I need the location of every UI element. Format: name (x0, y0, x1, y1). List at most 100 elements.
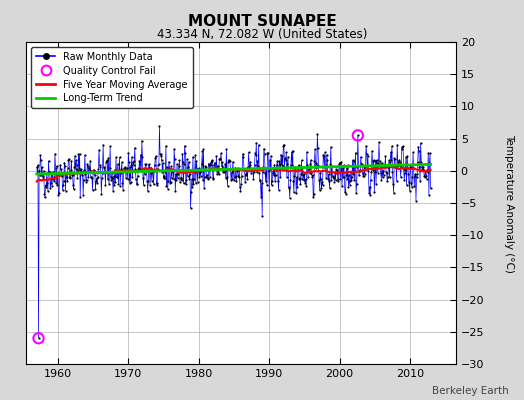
Point (379, 167, 387, 174)
Point (74, 151, 83, 158)
Point (183, 156, 191, 162)
Text: Berkeley Earth: Berkeley Earth (432, 386, 508, 396)
Point (253, 169, 261, 175)
Point (204, 176, 212, 182)
Point (38, 173, 47, 180)
Point (282, 149, 290, 156)
Point (373, 157, 381, 163)
Point (88, 175, 96, 181)
Point (102, 158, 111, 164)
Point (170, 146, 178, 152)
Point (194, 165, 202, 172)
Point (313, 162, 321, 168)
Point (155, 161, 163, 167)
Point (363, 150, 371, 157)
Point (411, 173, 419, 179)
Point (139, 174, 147, 181)
Point (380, 161, 389, 168)
Point (74, 166, 82, 173)
Point (115, 154, 124, 160)
Point (142, 161, 150, 168)
Point (155, 123, 163, 130)
Point (84, 163, 92, 170)
Point (58, 173, 66, 179)
Point (369, 157, 378, 164)
Point (126, 178, 135, 185)
Point (35, 335, 43, 342)
Point (329, 174, 337, 180)
Point (329, 173, 337, 179)
Point (314, 145, 322, 152)
Point (157, 153, 166, 160)
Point (260, 145, 268, 152)
Point (206, 159, 215, 166)
Point (160, 172, 168, 179)
Point (389, 190, 398, 196)
Point (316, 170, 324, 176)
Point (47, 180, 55, 186)
Point (59, 182, 68, 188)
Point (333, 167, 341, 174)
Point (208, 157, 216, 164)
Point (325, 178, 333, 184)
Point (282, 174, 291, 180)
Point (213, 171, 221, 177)
Point (165, 165, 173, 172)
Point (379, 172, 388, 178)
Point (383, 170, 391, 176)
Point (95, 162, 104, 168)
Point (129, 162, 138, 168)
Point (209, 175, 217, 181)
Point (243, 165, 251, 171)
Point (275, 158, 283, 164)
Point (194, 165, 203, 172)
Point (106, 174, 115, 180)
Point (129, 159, 137, 166)
Point (346, 169, 355, 175)
Point (347, 177, 356, 183)
Point (143, 168, 151, 174)
Point (318, 178, 326, 185)
Point (151, 154, 159, 161)
Point (267, 182, 276, 188)
Point (77, 166, 85, 172)
Y-axis label: Temperature Anomaly (°C): Temperature Anomaly (°C) (504, 134, 514, 272)
Point (150, 168, 158, 174)
Point (339, 174, 347, 180)
Point (344, 162, 352, 168)
Point (119, 167, 128, 174)
Point (292, 174, 301, 180)
Point (133, 181, 141, 187)
Point (231, 174, 239, 180)
Point (263, 182, 271, 188)
Point (181, 150, 190, 156)
Point (271, 172, 280, 178)
Point (132, 176, 140, 183)
Point (108, 175, 117, 181)
Point (146, 170, 155, 176)
Point (320, 153, 328, 160)
Point (184, 164, 192, 171)
Point (330, 178, 339, 185)
Point (313, 131, 322, 137)
Point (211, 166, 220, 172)
Point (357, 154, 365, 160)
Point (82, 177, 91, 184)
Point (294, 164, 302, 170)
Point (53, 170, 62, 176)
Point (359, 173, 368, 179)
Point (226, 165, 235, 172)
Point (408, 174, 417, 180)
Point (249, 176, 258, 182)
Point (100, 164, 108, 170)
Point (172, 176, 181, 183)
Point (73, 175, 81, 181)
Point (400, 177, 408, 184)
Point (321, 162, 330, 168)
Point (365, 184, 374, 190)
Point (137, 167, 146, 174)
Point (175, 157, 183, 164)
Point (416, 164, 424, 171)
Point (289, 147, 297, 154)
Point (46, 185, 54, 192)
